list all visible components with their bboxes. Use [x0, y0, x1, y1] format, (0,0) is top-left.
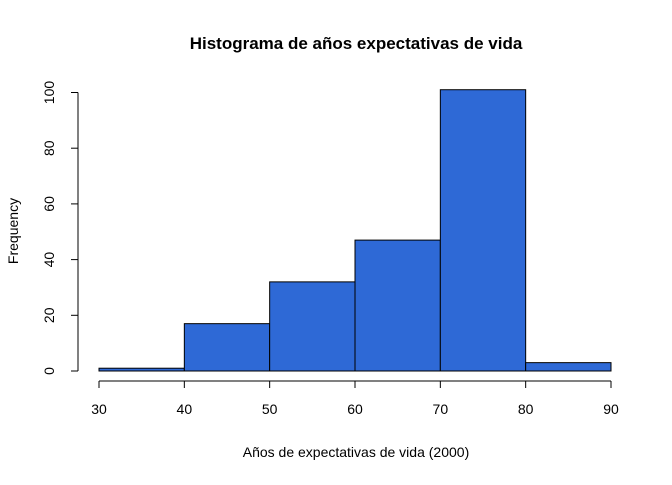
x-tick-label: 50 — [262, 401, 278, 417]
y-tick-label: 20 — [41, 307, 57, 323]
histogram-bar-4 — [439, 89, 527, 372]
bars-group — [98, 89, 612, 372]
x-tick-label: 70 — [433, 401, 449, 417]
histogram-bar-3 — [354, 239, 441, 372]
x-tick-label: 30 — [91, 401, 107, 417]
y-tick-label: 0 — [41, 367, 57, 375]
y-tick-label: 60 — [41, 196, 57, 212]
y-tick-label: 80 — [41, 140, 57, 156]
histogram-bar-5 — [525, 362, 612, 372]
chart-title: Histograma de años expectativas de vida — [190, 34, 523, 53]
y-axis-label: Frequency — [5, 198, 21, 264]
y-tick-label: 100 — [41, 81, 57, 105]
histogram-bar-1 — [183, 323, 271, 372]
x-tick-label: 60 — [347, 401, 363, 417]
x-axis: 30 40 50 60 70 80 90 — [91, 380, 619, 417]
x-tick-label: 40 — [177, 401, 193, 417]
x-tick-label: 80 — [518, 401, 534, 417]
y-tick-label: 40 — [41, 252, 57, 268]
x-axis-label: Años de expectativas de vida (2000) — [243, 444, 469, 460]
histogram-bar-2 — [269, 281, 356, 372]
histogram-bar-0 — [98, 367, 185, 372]
x-tick-label: 90 — [603, 401, 619, 417]
y-axis: 0 20 40 60 80 100 — [41, 81, 79, 375]
